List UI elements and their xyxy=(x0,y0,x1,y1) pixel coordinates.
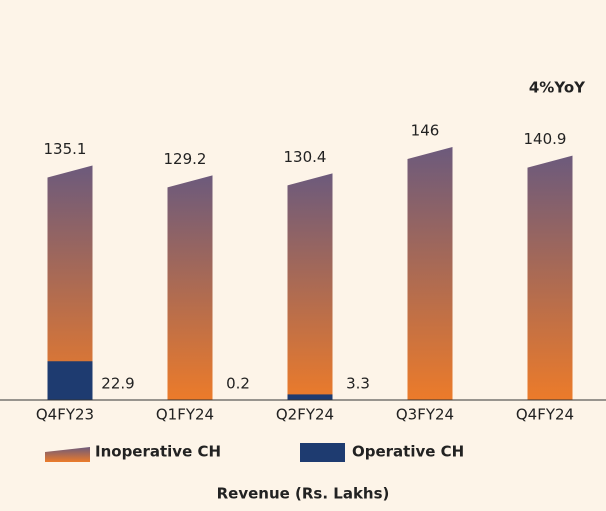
value-label: 22.9 xyxy=(101,375,134,393)
value-label: 129.2 xyxy=(164,150,207,168)
value-label: 3.3 xyxy=(346,375,370,393)
value-label: 0.2 xyxy=(226,375,250,393)
value-label: 130.4 xyxy=(284,148,327,166)
bar xyxy=(47,361,93,400)
x-axis-label: Revenue (Rs. Lakhs) xyxy=(217,485,390,503)
x-tick-label: Q4FY23 xyxy=(36,406,94,424)
x-tick-label: Q4FY24 xyxy=(516,406,574,424)
value-label: 140.9 xyxy=(524,130,567,148)
bar xyxy=(287,394,333,400)
bar xyxy=(167,175,213,400)
x-tick-label: Q3FY24 xyxy=(396,406,454,424)
x-tick-label: Q1FY24 xyxy=(156,406,214,424)
legend-swatch xyxy=(45,447,90,462)
value-label: 135.1 xyxy=(44,140,87,158)
bar xyxy=(47,165,93,400)
annotation: 4%YoY xyxy=(529,79,586,97)
legend-swatch xyxy=(300,443,345,462)
legend-label: Inoperative CH xyxy=(95,443,221,461)
bar xyxy=(407,147,453,400)
x-tick-label: Q2FY24 xyxy=(276,406,334,424)
value-label: 146 xyxy=(411,122,440,140)
legend-label: Operative CH xyxy=(352,443,464,461)
bar xyxy=(287,173,333,400)
bar xyxy=(527,155,573,400)
